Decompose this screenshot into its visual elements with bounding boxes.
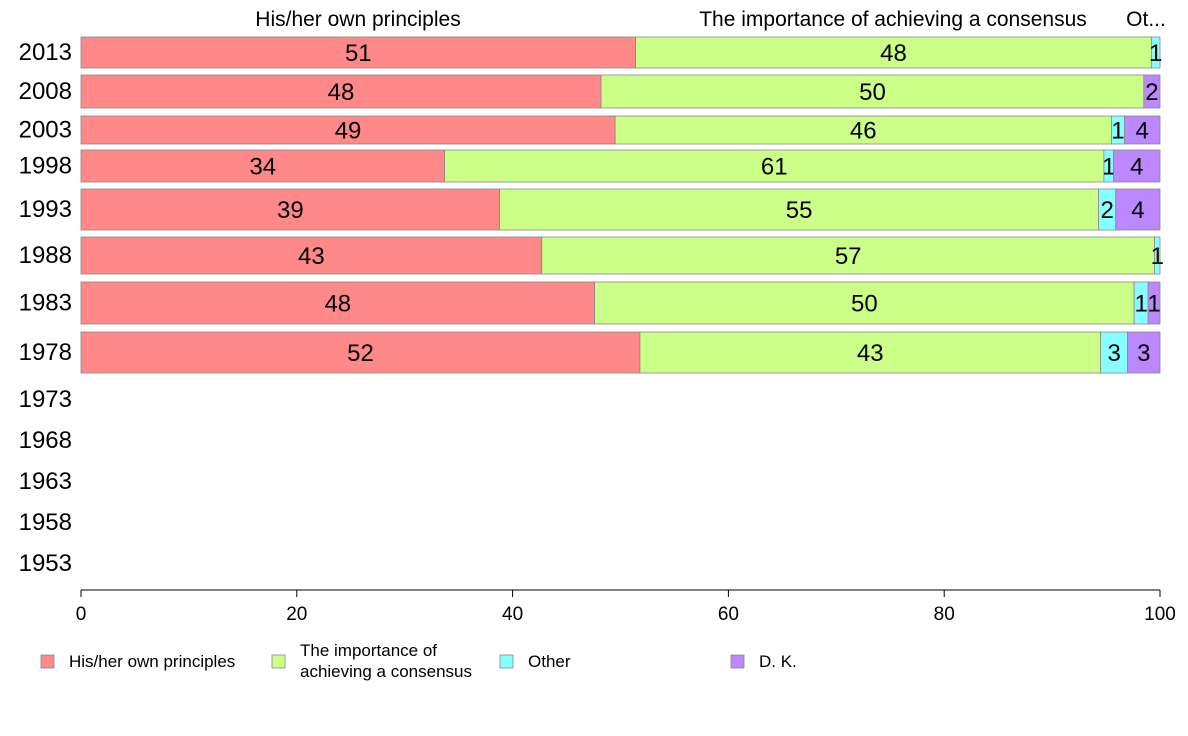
data-label-2013-s0: 51 <box>345 40 372 67</box>
bar-segment-1993-s0 <box>80 188 501 231</box>
data-label-1983-s0: 48 <box>324 291 351 318</box>
data-label-1998-s0: 34 <box>249 154 276 181</box>
data-label-1988-s1: 57 <box>835 243 862 270</box>
x-tick-label-0: 0 <box>76 604 87 625</box>
data-label-1978-s2: 3 <box>1107 340 1120 367</box>
year-label-2003: 2003 <box>19 117 72 144</box>
x-axis: 0 20 40 60 80 100 <box>76 589 1176 625</box>
bar-segment-2013-s0 <box>80 36 637 69</box>
column-header-1: The importance of achieving a consensus <box>699 8 1087 31</box>
data-label-1978-s1: 43 <box>857 340 884 367</box>
bar-rows: 51 48 148 50 249 46 1 434 61 1 439 55 2 443 57 148 50 1 15… <box>80 36 1164 374</box>
data-label-2008-s3: 2 <box>1145 79 1158 106</box>
bar-segment-1983-s1 <box>594 281 1135 325</box>
column-header-2: Ot... <box>1126 8 1166 31</box>
x-tick-label-100: 100 <box>1144 604 1176 625</box>
legend-swatch-3 <box>730 654 745 669</box>
x-tick-label-40: 40 <box>502 604 523 625</box>
data-label-1993-s2: 2 <box>1100 197 1113 224</box>
year-label-1968: 1968 <box>19 427 72 454</box>
year-label-1963: 1963 <box>19 468 72 495</box>
year-labels: 2013 2008 2003 1998 1993 1988 1983 1978 1973 1968… <box>19 39 72 577</box>
legend-label-0: His/her own principles <box>69 652 235 671</box>
data-label-1988-s2: 1 <box>1151 243 1164 270</box>
legend-swatch-2 <box>499 654 514 669</box>
data-label-2008-s1: 50 <box>859 79 886 106</box>
data-label-2013-s1: 48 <box>880 40 907 67</box>
bar-segment-2008-s3 <box>1143 74 1161 109</box>
legend-swatch-0 <box>40 654 55 669</box>
data-label-1983-s2: 1 <box>1134 291 1147 318</box>
year-label-1978: 1978 <box>19 339 72 366</box>
data-label-1978-s0: 52 <box>347 340 374 367</box>
bar-segment-1988-s1 <box>541 236 1156 275</box>
data-label-1983-s3: 1 <box>1147 291 1160 318</box>
data-label-1978-s3: 3 <box>1137 340 1150 367</box>
data-label-1998-s3: 4 <box>1130 154 1143 181</box>
data-label-1993-s3: 4 <box>1131 197 1144 224</box>
data-label-2003-s2: 1 <box>1111 118 1124 145</box>
legend-swatch-1 <box>271 654 286 669</box>
data-label-2013-s2: 1 <box>1149 40 1162 67</box>
x-tick-label-80: 80 <box>934 604 955 625</box>
data-label-1998-s1: 61 <box>761 154 788 181</box>
year-label-1953: 1953 <box>19 550 72 577</box>
year-label-1958: 1958 <box>19 509 72 536</box>
bar-segment-1988-s0 <box>80 236 543 275</box>
bar-segment-1978-s1 <box>639 331 1102 374</box>
year-label-1983: 1983 <box>19 290 72 317</box>
bar-segment-2013-s1 <box>635 36 1152 69</box>
bar-segment-1978-s3 <box>1127 331 1161 374</box>
legend-label-3: D. K. <box>759 652 797 671</box>
bar-segment-1993-s1 <box>499 188 1099 231</box>
year-label-1988: 1988 <box>19 242 72 269</box>
data-label-2003-s0: 49 <box>335 118 362 145</box>
bar-segment-1983-s3 <box>1147 281 1161 325</box>
data-label-2003-s1: 46 <box>850 118 877 145</box>
bar-segment-1998-s3 <box>1113 149 1161 183</box>
data-label-1983-s1: 50 <box>851 291 878 318</box>
legend: His/her own principles The importance of a… <box>40 641 797 681</box>
data-label-2003-s3: 4 <box>1136 118 1149 145</box>
data-label-1993-s1: 55 <box>786 197 813 224</box>
year-label-2008: 2008 <box>19 78 72 105</box>
year-label-1993: 1993 <box>19 196 72 223</box>
column-headers: His/her own principles The importance of … <box>255 8 1166 31</box>
bar-segment-1988-s2 <box>1154 236 1161 275</box>
legend-label-1: The importance of achieving a consensus <box>300 641 472 681</box>
bar-segment-1998-s0 <box>80 149 446 183</box>
data-label-1993-s0: 39 <box>277 197 304 224</box>
x-tick-label-20: 20 <box>286 604 307 625</box>
data-label-2008-s0: 48 <box>328 79 355 106</box>
bar-segment-1983-s0 <box>80 281 596 325</box>
bar-segment-2003-s0 <box>80 115 616 145</box>
column-header-0: His/her own principles <box>255 8 460 31</box>
bar-segment-1978-s2 <box>1100 331 1129 374</box>
legend-label-2: Other <box>528 652 571 671</box>
year-label-2013: 2013 <box>19 39 72 66</box>
year-label-1998: 1998 <box>19 153 72 180</box>
data-label-1998-s2: 1 <box>1102 154 1115 181</box>
bar-segment-1993-s3 <box>1115 188 1161 231</box>
bar-segment-2003-s3 <box>1123 115 1161 145</box>
bar-segment-2013-s2 <box>1150 36 1161 69</box>
year-label-1973: 1973 <box>19 386 72 413</box>
bar-segment-1978-s0 <box>80 331 641 374</box>
bar-segment-2003-s1 <box>614 115 1112 145</box>
x-tick-label-60: 60 <box>718 604 739 625</box>
data-label-1988-s0: 43 <box>298 243 325 270</box>
